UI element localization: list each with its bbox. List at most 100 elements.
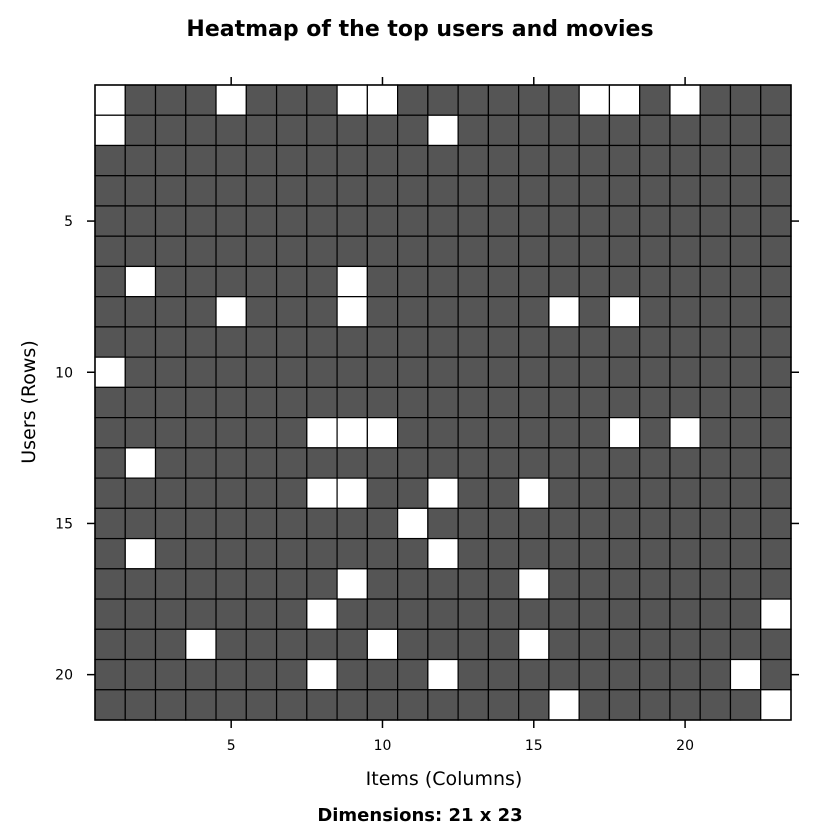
- heatmap-cell: [94, 417, 126, 449]
- heatmap-cell: [245, 175, 278, 207]
- heatmap-cell: [306, 417, 338, 449]
- y-axis-label: Users (Rows): [18, 340, 40, 463]
- heatmap-cell: [94, 477, 126, 509]
- heatmap-cell: [215, 628, 247, 661]
- heatmap-cell: [729, 144, 762, 177]
- heatmap-cell: [639, 447, 671, 479]
- heatmap-cell: [760, 175, 792, 207]
- heatmap-cell: [548, 598, 580, 630]
- heatmap-cell: [427, 628, 459, 661]
- heatmap-cell: [215, 265, 247, 298]
- heatmap-cell: [578, 235, 611, 268]
- heatmap-cell: [578, 265, 611, 298]
- heatmap-cell: [608, 598, 641, 630]
- heatmap-cell: [124, 447, 157, 479]
- heatmap-cell: [457, 628, 489, 661]
- heatmap-cell: [699, 568, 732, 600]
- heatmap-cell: [185, 84, 217, 116]
- heatmap-cell: [699, 356, 732, 388]
- heatmap-cell: [760, 658, 792, 691]
- heatmap-cell: [215, 114, 247, 147]
- heatmap-cell: [548, 417, 580, 449]
- heatmap-cell: [245, 598, 278, 630]
- heatmap-cell: [215, 144, 247, 177]
- heatmap-cell: [639, 537, 671, 570]
- heatmap-cell: [94, 84, 126, 116]
- heatmap-cell: [366, 235, 399, 268]
- heatmap-cell: [608, 537, 641, 570]
- heatmap-cell: [578, 568, 611, 600]
- heatmap-cell: [518, 598, 550, 630]
- heatmap-cell: [760, 326, 792, 358]
- heatmap-cell: [639, 628, 671, 661]
- heatmap-cell: [457, 205, 489, 237]
- heatmap-cell: [245, 235, 278, 268]
- heatmap-cell: [457, 447, 489, 479]
- heatmap-cell: [124, 386, 157, 419]
- heatmap-cell: [760, 628, 792, 661]
- heatmap-cell: [275, 175, 308, 207]
- heatmap-cell: [94, 598, 126, 630]
- heatmap-cell: [185, 537, 217, 570]
- heatmap-cell: [215, 417, 247, 449]
- heatmap-cell: [518, 326, 550, 358]
- heatmap-cell: [94, 296, 126, 328]
- heatmap-cell: [699, 628, 732, 661]
- heatmap-cell: [245, 537, 278, 570]
- heatmap-cell: [669, 447, 701, 479]
- heatmap-cell: [185, 175, 217, 207]
- heatmap-cell: [185, 356, 217, 388]
- heatmap-cell: [487, 568, 520, 600]
- heatmap-cell: [275, 356, 308, 388]
- heatmap-cell: [336, 598, 368, 630]
- heatmap-cell: [548, 114, 580, 147]
- heatmap-cell: [518, 205, 550, 237]
- heatmap-cell: [94, 144, 126, 177]
- heatmap-cell: [306, 598, 338, 630]
- heatmap-cell: [729, 507, 762, 540]
- heatmap-cell: [397, 265, 429, 298]
- heatmap-cell: [729, 537, 762, 570]
- heatmap-cell: [669, 265, 701, 298]
- heatmap-cell: [518, 265, 550, 298]
- heatmap-cell: [457, 477, 489, 509]
- heatmap-cell: [154, 658, 187, 691]
- heatmap-cell: [275, 265, 308, 298]
- heatmap-cell: [336, 417, 368, 449]
- heatmap-cell: [760, 447, 792, 479]
- heatmap-cell: [548, 568, 580, 600]
- heatmap-cell: [397, 175, 429, 207]
- heatmap-cell: [94, 658, 126, 691]
- heatmap-cell: [518, 114, 550, 147]
- heatmap-cell: [518, 356, 550, 388]
- heatmap-cell: [215, 205, 247, 237]
- heatmap-cell: [275, 537, 308, 570]
- x-tick-label: 5: [227, 738, 236, 754]
- heatmap-cell: [154, 628, 187, 661]
- heatmap-cell: [275, 417, 308, 449]
- y-tick-label: 5: [64, 214, 73, 230]
- heatmap-cell: [366, 568, 399, 600]
- heatmap-cell: [154, 568, 187, 600]
- heatmap-cell: [245, 568, 278, 600]
- heatmap-cell: [336, 537, 368, 570]
- heatmap-cell: [699, 507, 732, 540]
- heatmap-cell: [275, 447, 308, 479]
- heatmap-cell: [94, 386, 126, 419]
- heatmap-cell: [366, 477, 399, 509]
- heatmap-cell: [185, 417, 217, 449]
- heatmap-cell: [639, 507, 671, 540]
- heatmap-cell: [578, 447, 611, 479]
- heatmap-cell: [397, 477, 429, 509]
- heatmap-cell: [760, 265, 792, 298]
- heatmap-cell: [699, 537, 732, 570]
- heatmap-cell: [669, 356, 701, 388]
- heatmap-cell: [185, 598, 217, 630]
- heatmap-cell: [457, 537, 489, 570]
- heatmap-cell: [608, 144, 641, 177]
- heatmap-cell: [245, 386, 278, 419]
- heatmap-cell: [548, 537, 580, 570]
- heatmap-cell: [336, 386, 368, 419]
- heatmap-cell: [760, 417, 792, 449]
- heatmap-cell: [124, 628, 157, 661]
